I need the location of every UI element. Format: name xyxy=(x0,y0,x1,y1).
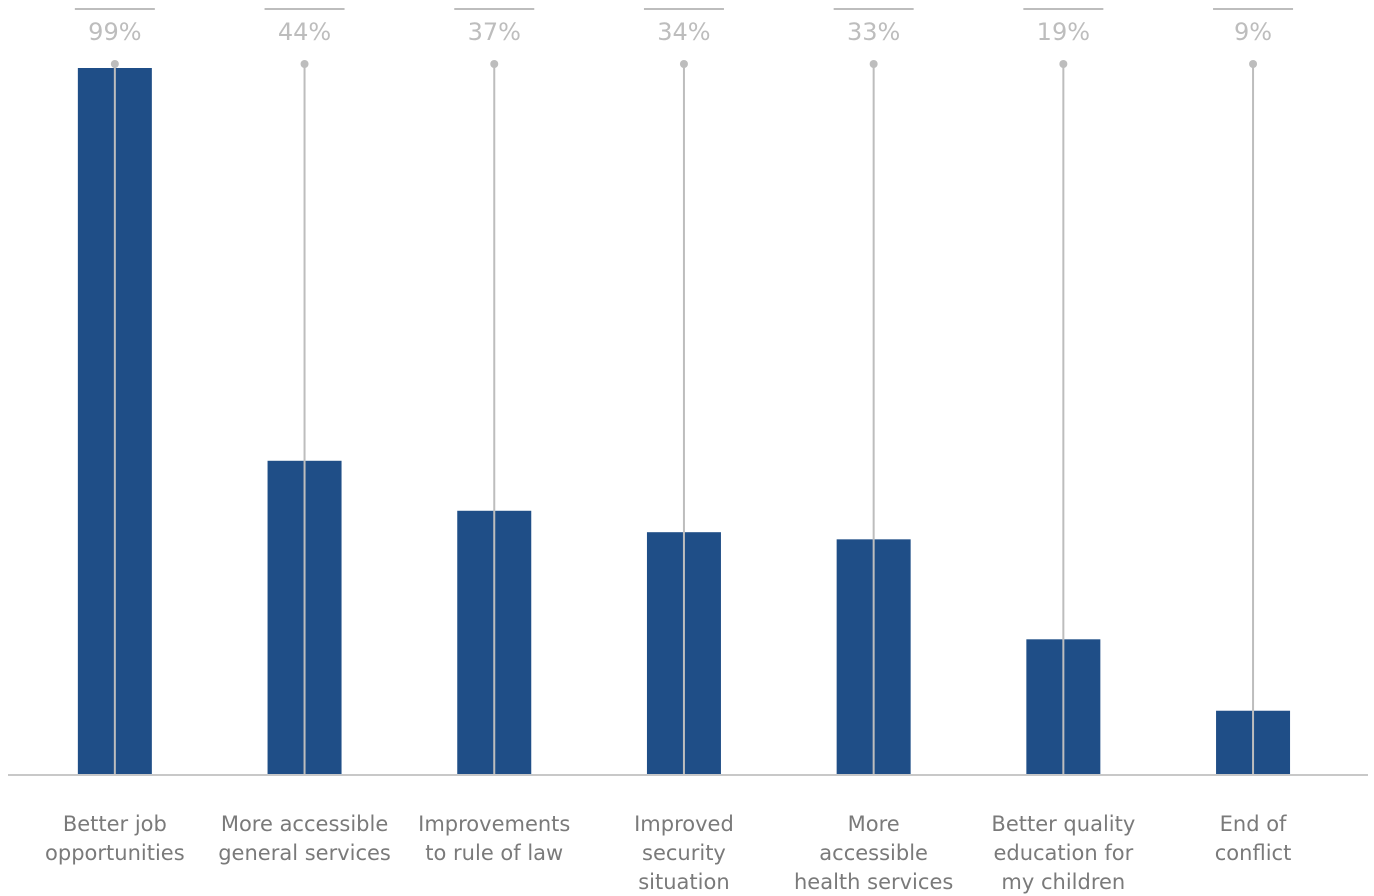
category-label: End of conflict xyxy=(1215,812,1292,865)
category-labels-group: Better job opportunities More accessible ge… xyxy=(45,812,1291,894)
value-label: 19% xyxy=(1037,18,1090,46)
leader-dot xyxy=(300,60,309,68)
category-label-line: More xyxy=(848,812,900,836)
value-label: 34% xyxy=(657,18,710,46)
category-label-line: health services xyxy=(794,870,953,894)
category-label: Better quality education for my children xyxy=(991,812,1135,894)
value-label: 33% xyxy=(847,18,900,46)
category-label-line: general services xyxy=(218,841,391,865)
category-label-line: to rule of law xyxy=(425,841,563,865)
category-label-line: situation xyxy=(638,870,729,894)
category-label-line: End of xyxy=(1220,812,1287,836)
leader-dot xyxy=(490,60,499,68)
category-label-line: security xyxy=(642,841,726,865)
value-label: 44% xyxy=(278,18,331,46)
leader-dot xyxy=(869,60,878,68)
value-label: 9% xyxy=(1234,18,1272,46)
category-label-line: accessible xyxy=(819,841,928,865)
category-label: More accessible health services xyxy=(794,812,953,894)
category-label-line: my children xyxy=(1001,870,1125,894)
category-label-line: Better quality xyxy=(991,812,1135,836)
value-label: 37% xyxy=(468,18,521,46)
category-label-line: opportunities xyxy=(45,841,185,865)
category-label-line: education for xyxy=(993,841,1133,865)
category-label: Better job opportunities xyxy=(45,812,185,865)
category-label-line: More accessible xyxy=(221,812,388,836)
leader-dot xyxy=(1059,60,1068,68)
category-label-line: Improved xyxy=(634,812,734,836)
category-label-line: conflict xyxy=(1215,841,1292,865)
category-label: Improved security situation xyxy=(634,812,734,894)
leader-dot xyxy=(110,60,119,68)
category-label-line: Better job xyxy=(63,812,167,836)
leader-dot xyxy=(679,60,688,68)
category-label: More accessible general services xyxy=(218,812,391,865)
value-labels-group: 99% 44% 37% 34% 33% 19% 9% xyxy=(88,18,1272,46)
leader-lines-group xyxy=(74,8,1294,775)
leader-dot xyxy=(1249,60,1258,68)
value-label: 99% xyxy=(88,18,141,46)
category-label: Improvements to rule of law xyxy=(418,812,570,865)
category-label-line: Improvements xyxy=(418,812,570,836)
